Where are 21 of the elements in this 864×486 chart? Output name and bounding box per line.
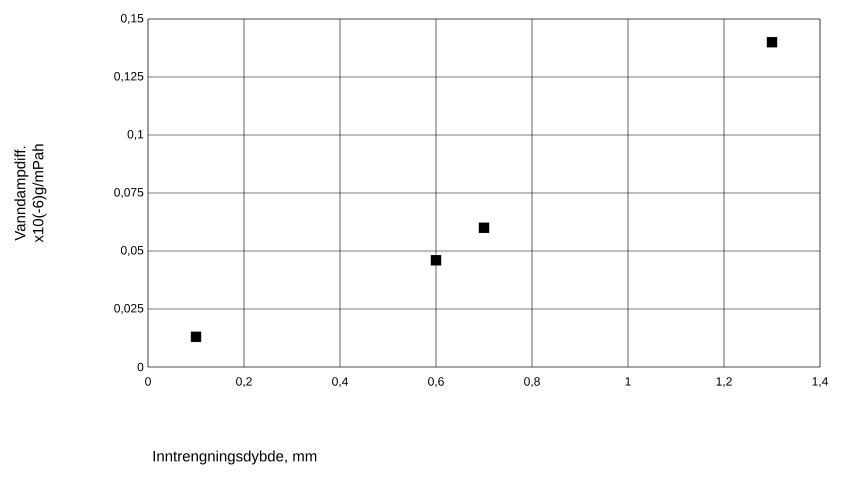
x-tick-label: 0,8 xyxy=(524,377,540,388)
y-tick-label: 0 xyxy=(138,362,144,372)
point xyxy=(478,222,490,233)
x-tick-label: 1,2 xyxy=(716,377,732,388)
y-tick-label: 0,05 xyxy=(120,246,144,256)
y-axis-title: Vanndampdiff. x10(-6)g/mPah xyxy=(14,144,46,242)
x-axis-title: Inntrengningsdybde, mm xyxy=(154,450,316,464)
point xyxy=(766,36,778,48)
x-tick-label: 1 xyxy=(626,377,631,386)
point xyxy=(190,332,202,342)
point xyxy=(430,255,442,266)
x-tick-label: 0,6 xyxy=(428,377,444,388)
x-tick-label: 0 xyxy=(145,377,151,386)
y-tick-label: 0,075 xyxy=(114,188,144,198)
x-tick-label: 1,4 xyxy=(812,377,828,387)
y-tick-label: 0,125 xyxy=(114,72,144,82)
y-tick-label: 0,15 xyxy=(120,14,144,24)
x-tick-label: 0,2 xyxy=(236,377,252,388)
x-tick-label: 0,4 xyxy=(332,377,348,388)
y-tick-label: 0,025 xyxy=(114,304,144,314)
y-tick-label: 0,1 xyxy=(128,130,144,140)
